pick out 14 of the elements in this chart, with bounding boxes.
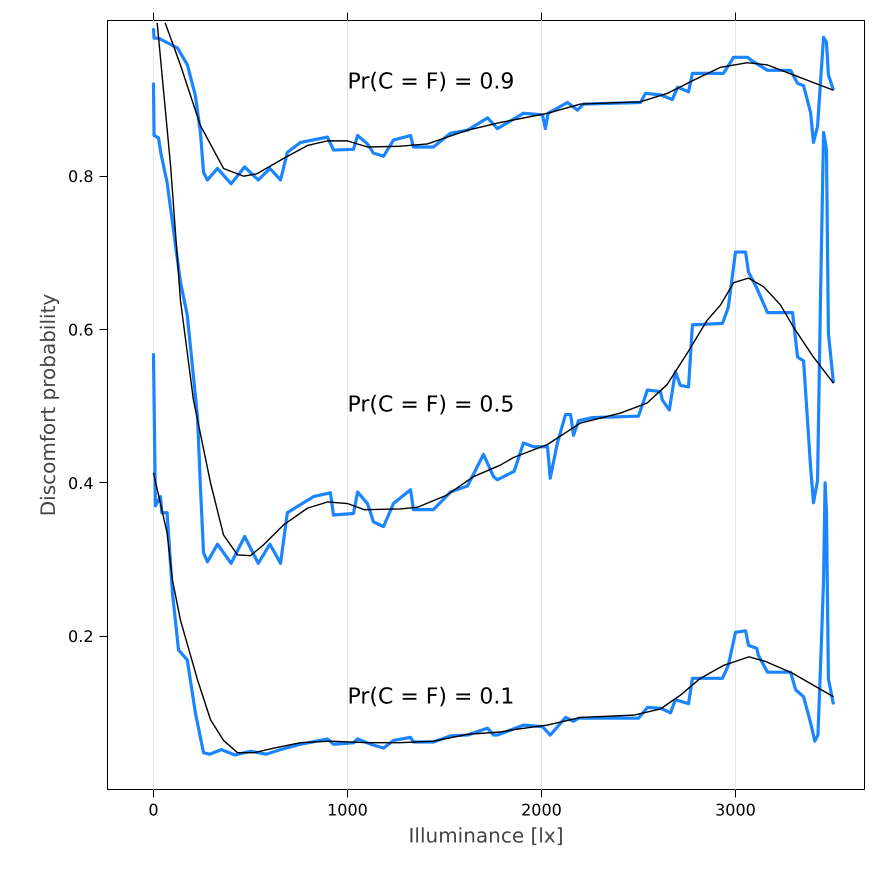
x-tick-label: 2000 xyxy=(521,800,562,820)
x-tick-label: 0 xyxy=(148,800,159,820)
line-series xyxy=(152,472,834,754)
annotation: Pr(C = F) = 0.9 xyxy=(347,70,514,95)
y-axis-title: Discomfort probability xyxy=(36,294,60,516)
y-tick-label: 0.2 xyxy=(68,627,94,646)
x-axis-title: Illuminance [lx] xyxy=(408,824,564,848)
y-tick-label: 0.6 xyxy=(68,320,94,340)
x-tick-label: 1000 xyxy=(327,800,368,820)
y-tick-label: 0.8 xyxy=(68,167,94,186)
x-tick-label: 3000 xyxy=(715,800,756,820)
annotation: Pr(C = F) = 0.1 xyxy=(347,684,514,710)
y-tick-label: 0.4 xyxy=(68,474,94,493)
annotation: Pr(C = F) = 0.5 xyxy=(347,392,514,418)
